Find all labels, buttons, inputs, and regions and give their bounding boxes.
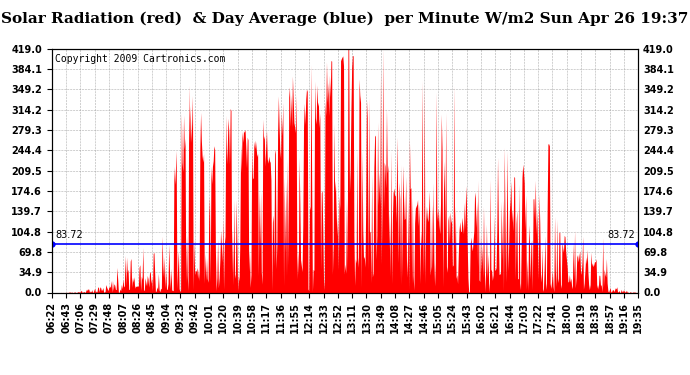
Text: Copyright 2009 Cartronics.com: Copyright 2009 Cartronics.com [55, 54, 225, 64]
Text: 83.72: 83.72 [55, 230, 83, 240]
Text: Solar Radiation (red)  & Day Average (blue)  per Minute W/m2 Sun Apr 26 19:37: Solar Radiation (red) & Day Average (blu… [1, 11, 689, 26]
Text: 83.72: 83.72 [607, 230, 635, 240]
